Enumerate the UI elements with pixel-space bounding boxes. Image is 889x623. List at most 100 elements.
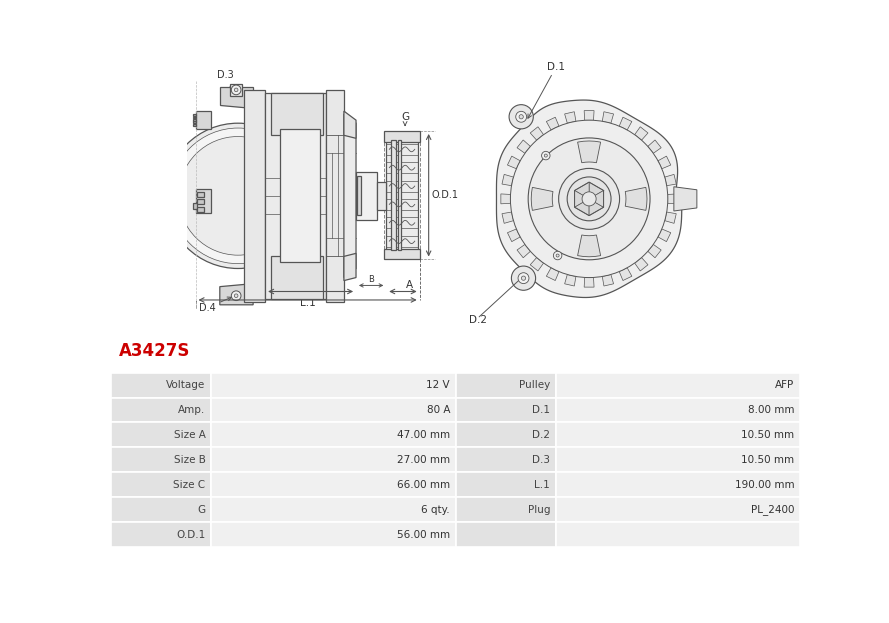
Polygon shape [578, 141, 601, 163]
Polygon shape [220, 87, 253, 108]
Polygon shape [502, 174, 514, 186]
Polygon shape [584, 111, 594, 120]
Circle shape [231, 85, 241, 95]
Circle shape [521, 276, 525, 280]
Polygon shape [344, 111, 356, 138]
Polygon shape [589, 191, 604, 207]
Bar [196, 111, 211, 129]
Text: 6 qty.: 6 qty. [421, 505, 450, 515]
Bar [384, 131, 420, 142]
Bar [456, 373, 556, 397]
Text: D.1: D.1 [547, 62, 565, 72]
Bar [556, 472, 800, 497]
Text: D.1: D.1 [532, 405, 550, 415]
Polygon shape [620, 268, 632, 280]
Bar [456, 397, 556, 422]
Polygon shape [517, 244, 531, 258]
Circle shape [511, 266, 535, 290]
Bar [211, 447, 456, 472]
Polygon shape [589, 199, 604, 216]
Bar [111, 522, 211, 547]
Polygon shape [280, 129, 320, 262]
Bar [384, 131, 420, 259]
Bar [556, 497, 800, 522]
Text: 27.00 mm: 27.00 mm [397, 455, 450, 465]
Text: Voltage: Voltage [166, 380, 205, 390]
Polygon shape [547, 268, 559, 280]
Bar [193, 114, 196, 116]
Polygon shape [565, 275, 576, 286]
Polygon shape [574, 191, 589, 207]
Bar [111, 422, 211, 447]
Text: 12 V: 12 V [427, 380, 450, 390]
Polygon shape [547, 117, 559, 130]
Bar [196, 199, 204, 204]
Bar [211, 422, 456, 447]
Polygon shape [496, 100, 682, 298]
Bar [456, 422, 556, 447]
Bar [556, 373, 800, 397]
Polygon shape [508, 156, 520, 169]
Polygon shape [668, 194, 677, 204]
Polygon shape [674, 187, 697, 211]
Text: D.3: D.3 [532, 455, 550, 465]
Polygon shape [648, 140, 661, 153]
Bar [384, 249, 420, 259]
Polygon shape [635, 257, 648, 271]
Text: O.D.1: O.D.1 [431, 190, 458, 200]
Text: D.3: D.3 [217, 70, 234, 90]
Text: L.1: L.1 [534, 480, 550, 490]
Text: Size C: Size C [173, 480, 205, 490]
Text: A3427S: A3427S [119, 342, 191, 360]
Text: A: A [405, 280, 412, 290]
Polygon shape [220, 283, 253, 305]
Circle shape [582, 192, 597, 206]
Bar [193, 119, 196, 121]
Text: Amp.: Amp. [179, 405, 205, 415]
Bar [111, 397, 211, 422]
Circle shape [528, 138, 650, 260]
Polygon shape [502, 212, 514, 223]
Bar [111, 497, 211, 522]
Bar [111, 447, 211, 472]
Polygon shape [530, 127, 543, 140]
Bar [193, 203, 197, 209]
Text: L.1: L.1 [300, 298, 316, 308]
Bar [356, 171, 377, 220]
Bar [196, 207, 204, 212]
Polygon shape [635, 127, 648, 140]
Bar [556, 447, 800, 472]
Bar [211, 373, 456, 397]
Circle shape [235, 88, 238, 92]
Polygon shape [265, 93, 325, 299]
Polygon shape [271, 93, 323, 135]
Circle shape [544, 154, 548, 157]
Text: B: B [368, 275, 374, 285]
Polygon shape [344, 114, 356, 278]
Bar [456, 447, 556, 472]
Bar [111, 472, 211, 497]
Polygon shape [602, 112, 613, 123]
Polygon shape [658, 156, 671, 169]
Circle shape [170, 128, 306, 264]
Circle shape [165, 123, 310, 269]
Circle shape [231, 291, 241, 300]
Text: 47.00 mm: 47.00 mm [397, 430, 450, 440]
Bar [230, 84, 242, 96]
Polygon shape [602, 275, 613, 286]
Circle shape [557, 254, 559, 257]
Polygon shape [665, 212, 677, 223]
Polygon shape [501, 194, 510, 204]
Bar [111, 373, 211, 397]
Circle shape [516, 112, 526, 122]
Polygon shape [574, 199, 589, 216]
Bar [211, 472, 456, 497]
Circle shape [509, 105, 533, 129]
Bar [196, 193, 204, 197]
Text: 8.00 mm: 8.00 mm [748, 405, 795, 415]
Polygon shape [530, 257, 543, 271]
Bar [196, 189, 211, 213]
Text: PL_2400: PL_2400 [751, 504, 795, 515]
Text: 56.00 mm: 56.00 mm [397, 530, 450, 540]
Polygon shape [589, 182, 604, 199]
